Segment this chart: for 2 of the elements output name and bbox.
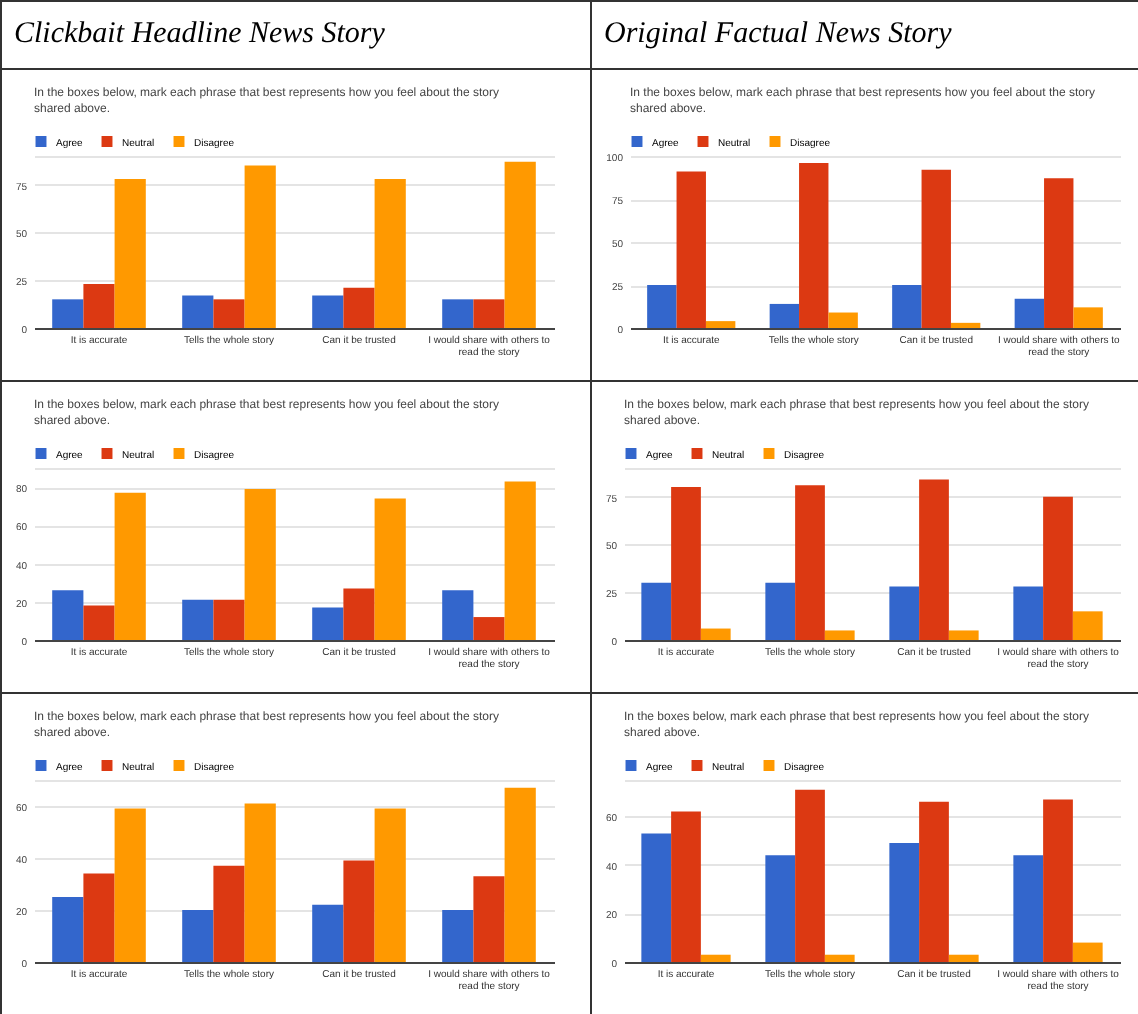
chart-title: Clickbait Headline News Story xyxy=(1,1,591,69)
chart-title: Original Factual News Story xyxy=(591,1,1138,69)
